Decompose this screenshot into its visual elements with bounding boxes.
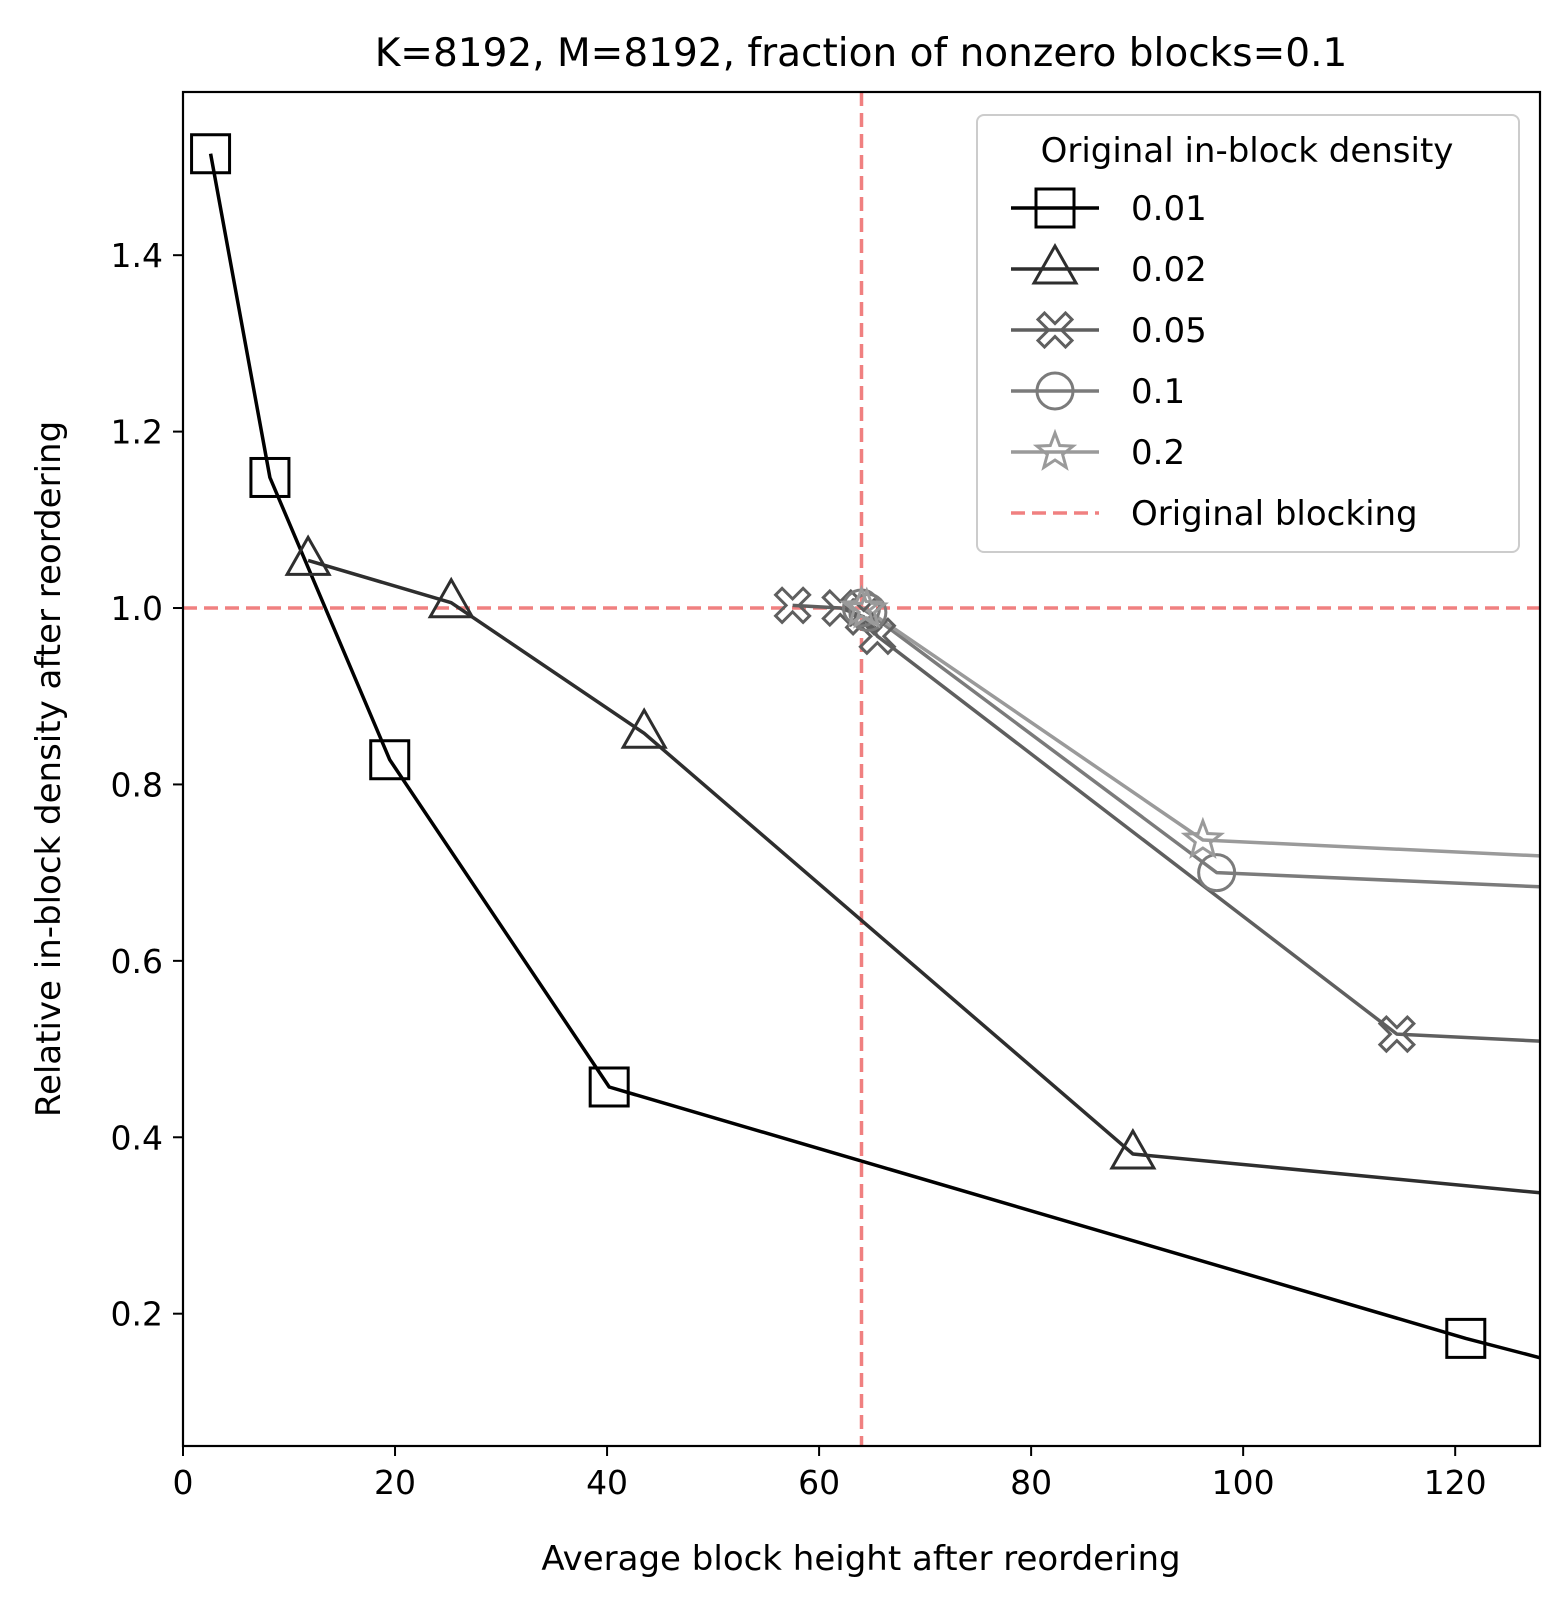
data-point-0.01-2 — [369, 739, 411, 781]
legend-label-0.01: 0.01 — [1131, 189, 1207, 229]
y-tick-label: 0.2 — [111, 1295, 163, 1334]
data-point-0.01-0 — [190, 133, 232, 175]
y-tick-label: 1.4 — [111, 236, 163, 275]
legend-title: Original in-block density — [1041, 131, 1454, 171]
data-point-0.01-1 — [249, 456, 291, 498]
x-tick-label: 100 — [1212, 1463, 1275, 1502]
data-point-0.05-4 — [1377, 1014, 1417, 1054]
legend-label-0.2: 0.2 — [1131, 433, 1185, 473]
legend-marker-0.02 — [1031, 242, 1079, 285]
y-axis-label: Relative in-block density after reorderi… — [29, 421, 69, 1117]
plot-area-frame — [181, 90, 1542, 1448]
data-point-0.01-3 — [588, 1066, 630, 1108]
y-tick-label: 0.6 — [111, 942, 163, 981]
data-point-0.05-3 — [858, 617, 897, 656]
x-tick-label: 0 — [173, 1463, 194, 1502]
legend-label-0.05: 0.05 — [1131, 311, 1207, 351]
y-tick-label: 0.4 — [111, 1118, 163, 1157]
x-tick-label: 80 — [1010, 1463, 1052, 1502]
x-tick-label: 20 — [374, 1463, 416, 1502]
data-point-0.02-1 — [427, 576, 475, 619]
x-tick-label: 60 — [798, 1463, 840, 1502]
y-tick-label: 1.2 — [111, 413, 163, 452]
x-tick-label: 40 — [586, 1463, 628, 1502]
data-point-0.02-3 — [1109, 1127, 1157, 1170]
x-tick-label: 120 — [1424, 1463, 1487, 1502]
legend-marker-0.1 — [1035, 371, 1075, 411]
data-point-0.02-0 — [284, 534, 332, 576]
y-tick-label: 1.0 — [111, 589, 163, 628]
data-point-0.05-0 — [773, 586, 812, 625]
x-axis-label: Average block height after reordering — [541, 1539, 1180, 1579]
legend-marker-0.01 — [1034, 187, 1076, 229]
legend-marker-0.05 — [1035, 310, 1075, 350]
data-point-0.2-0 — [839, 584, 884, 627]
legend: Original in-block density 0.01 0.02 0.05 0.… — [976, 114, 1520, 553]
legend-box — [976, 114, 1520, 553]
series-line-0.02 — [307, 558, 1540, 1195]
legend-label-0.1: 0.1 — [1131, 372, 1185, 412]
data-point-0.02-2 — [620, 707, 668, 749]
data-point-0.1-2 — [1197, 853, 1237, 893]
legend-marker-0.2 — [1032, 428, 1078, 471]
data-point-0.2-1 — [844, 586, 889, 629]
y-tick-label: 0.8 — [111, 765, 163, 804]
chart-title: K=8192, M=8192, fraction of nonzero bloc… — [375, 31, 1348, 76]
series-line-0.01 — [208, 153, 1540, 1360]
legend-label-0.02: 0.02 — [1131, 250, 1207, 290]
data-point-0.2-2 — [1180, 816, 1226, 859]
data-point-0.01-4 — [1445, 1317, 1487, 1359]
legend-label-reference: Original blocking — [1131, 494, 1418, 534]
